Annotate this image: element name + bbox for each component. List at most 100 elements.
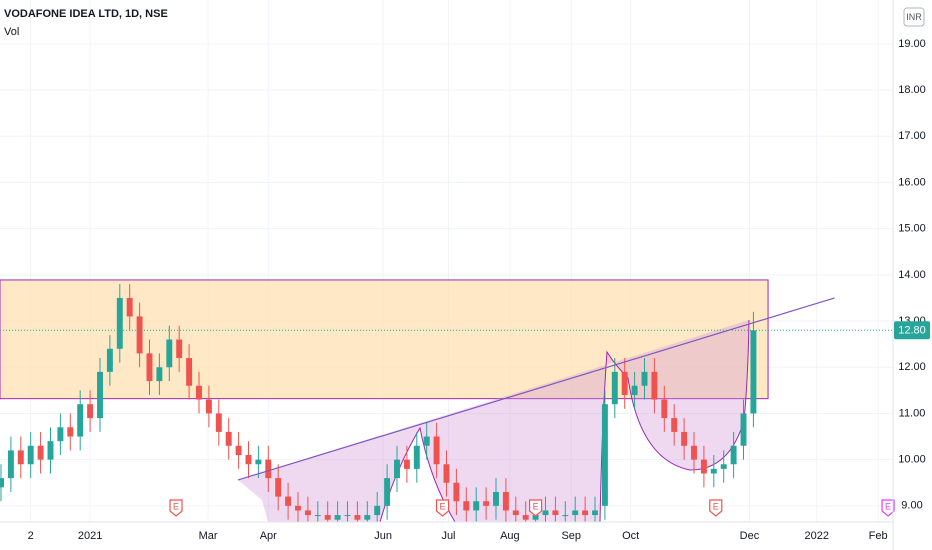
candle-body bbox=[730, 445, 737, 465]
x-tick-label: Aug bbox=[500, 530, 520, 542]
candle-body bbox=[453, 482, 460, 502]
y-tick-label: 11.00 bbox=[899, 407, 926, 419]
candle-body bbox=[463, 501, 470, 511]
candle-body bbox=[394, 459, 400, 479]
last-price-label: 12.80 bbox=[898, 325, 926, 337]
grid bbox=[0, 0, 893, 522]
candle-body bbox=[116, 297, 123, 349]
currency-button[interactable] bbox=[903, 7, 925, 27]
candle-body bbox=[156, 367, 163, 382]
candle-body bbox=[265, 459, 272, 479]
trendline bbox=[237, 297, 835, 481]
candle-body bbox=[314, 515, 321, 517]
earnings-marker bbox=[881, 499, 895, 517]
candle-body bbox=[611, 371, 618, 405]
candle-body bbox=[423, 436, 430, 446]
candle-body bbox=[384, 478, 391, 506]
candle-body bbox=[146, 353, 153, 382]
y-tick-label: 17.00 bbox=[898, 130, 926, 142]
candle-body bbox=[374, 505, 381, 516]
candle-body bbox=[661, 399, 668, 419]
candle-body bbox=[57, 427, 64, 442]
candle-body bbox=[710, 468, 717, 474]
candle-body bbox=[671, 418, 678, 432]
candle-body bbox=[225, 431, 232, 446]
y-tick-label: 10.00 bbox=[898, 454, 926, 466]
candle-body bbox=[493, 491, 499, 506]
earnings-label: E bbox=[713, 501, 719, 511]
axes: 9.0010.0011.0012.0013.0014.0015.0016.001… bbox=[28, 38, 930, 542]
candle-body bbox=[304, 510, 311, 516]
candle-body bbox=[47, 441, 54, 460]
candle-body bbox=[601, 404, 608, 506]
candle-body bbox=[512, 510, 519, 516]
candle-body bbox=[542, 510, 549, 516]
x-tick-label: Dec bbox=[740, 530, 760, 542]
earnings-label: E bbox=[885, 501, 891, 511]
candle-body bbox=[364, 515, 371, 520]
candle-body bbox=[344, 515, 351, 517]
candle-body bbox=[285, 496, 292, 506]
earnings-label: E bbox=[440, 501, 446, 511]
earnings-marker bbox=[169, 499, 183, 517]
candle-body bbox=[483, 501, 490, 506]
candle-body bbox=[740, 413, 747, 446]
candle-body bbox=[37, 445, 44, 460]
currency-label[interactable]: INR bbox=[906, 12, 922, 22]
earnings-marker bbox=[435, 499, 450, 517]
candle-body bbox=[176, 339, 183, 359]
candle-body bbox=[691, 445, 697, 460]
earnings-marker bbox=[529, 499, 543, 517]
candle-body bbox=[700, 459, 707, 474]
y-tick-label: 16.00 bbox=[898, 176, 926, 188]
y-tick-label: 15.00 bbox=[898, 223, 926, 235]
x-tick-label: Feb bbox=[869, 530, 888, 542]
candle-body bbox=[522, 515, 529, 520]
candle-body bbox=[126, 297, 133, 317]
candle-body bbox=[750, 330, 757, 414]
last-price-badge bbox=[894, 321, 930, 340]
y-tick-label: 19.00 bbox=[898, 38, 926, 50]
candle-body bbox=[403, 459, 410, 469]
candle-body bbox=[582, 510, 589, 516]
x-tick-label: 2021 bbox=[78, 530, 102, 542]
candles bbox=[0, 284, 757, 522]
earnings-marker bbox=[709, 499, 723, 517]
candle-body bbox=[354, 515, 361, 520]
x-tick-label: Mar bbox=[199, 530, 218, 542]
earnings-label: E bbox=[533, 501, 539, 511]
candle-body bbox=[235, 445, 242, 456]
candle-body bbox=[275, 478, 282, 497]
candle-body bbox=[720, 464, 727, 469]
candle-body bbox=[443, 464, 450, 483]
candle-body bbox=[334, 515, 341, 520]
candle-body bbox=[552, 510, 559, 516]
candle-body bbox=[502, 491, 509, 511]
candle-body bbox=[87, 404, 94, 419]
candle-body bbox=[97, 371, 103, 419]
y-tick-label: 12.00 bbox=[898, 361, 926, 373]
cup-outline bbox=[599, 319, 750, 522]
x-tick-label: Oct bbox=[622, 530, 639, 542]
candle-body bbox=[166, 339, 173, 368]
x-tick-label: Jun bbox=[374, 530, 392, 542]
candle-body bbox=[196, 385, 202, 400]
candle-body bbox=[433, 436, 440, 465]
candle-body bbox=[681, 431, 688, 446]
x-tick-label: Apr bbox=[260, 530, 277, 542]
candle-body bbox=[106, 348, 113, 372]
candle-body bbox=[295, 505, 301, 511]
candle-body bbox=[0, 478, 4, 488]
candle-body bbox=[186, 358, 193, 386]
y-tick-label: 14.00 bbox=[898, 269, 926, 281]
candle-body bbox=[324, 515, 331, 520]
candle-body bbox=[255, 459, 262, 465]
candle-body bbox=[136, 316, 143, 354]
candle-body bbox=[413, 445, 420, 469]
candle-body bbox=[621, 371, 628, 395]
candle-body bbox=[641, 371, 648, 386]
x-tick-label: 2 bbox=[28, 530, 34, 542]
candle-body bbox=[215, 413, 222, 432]
